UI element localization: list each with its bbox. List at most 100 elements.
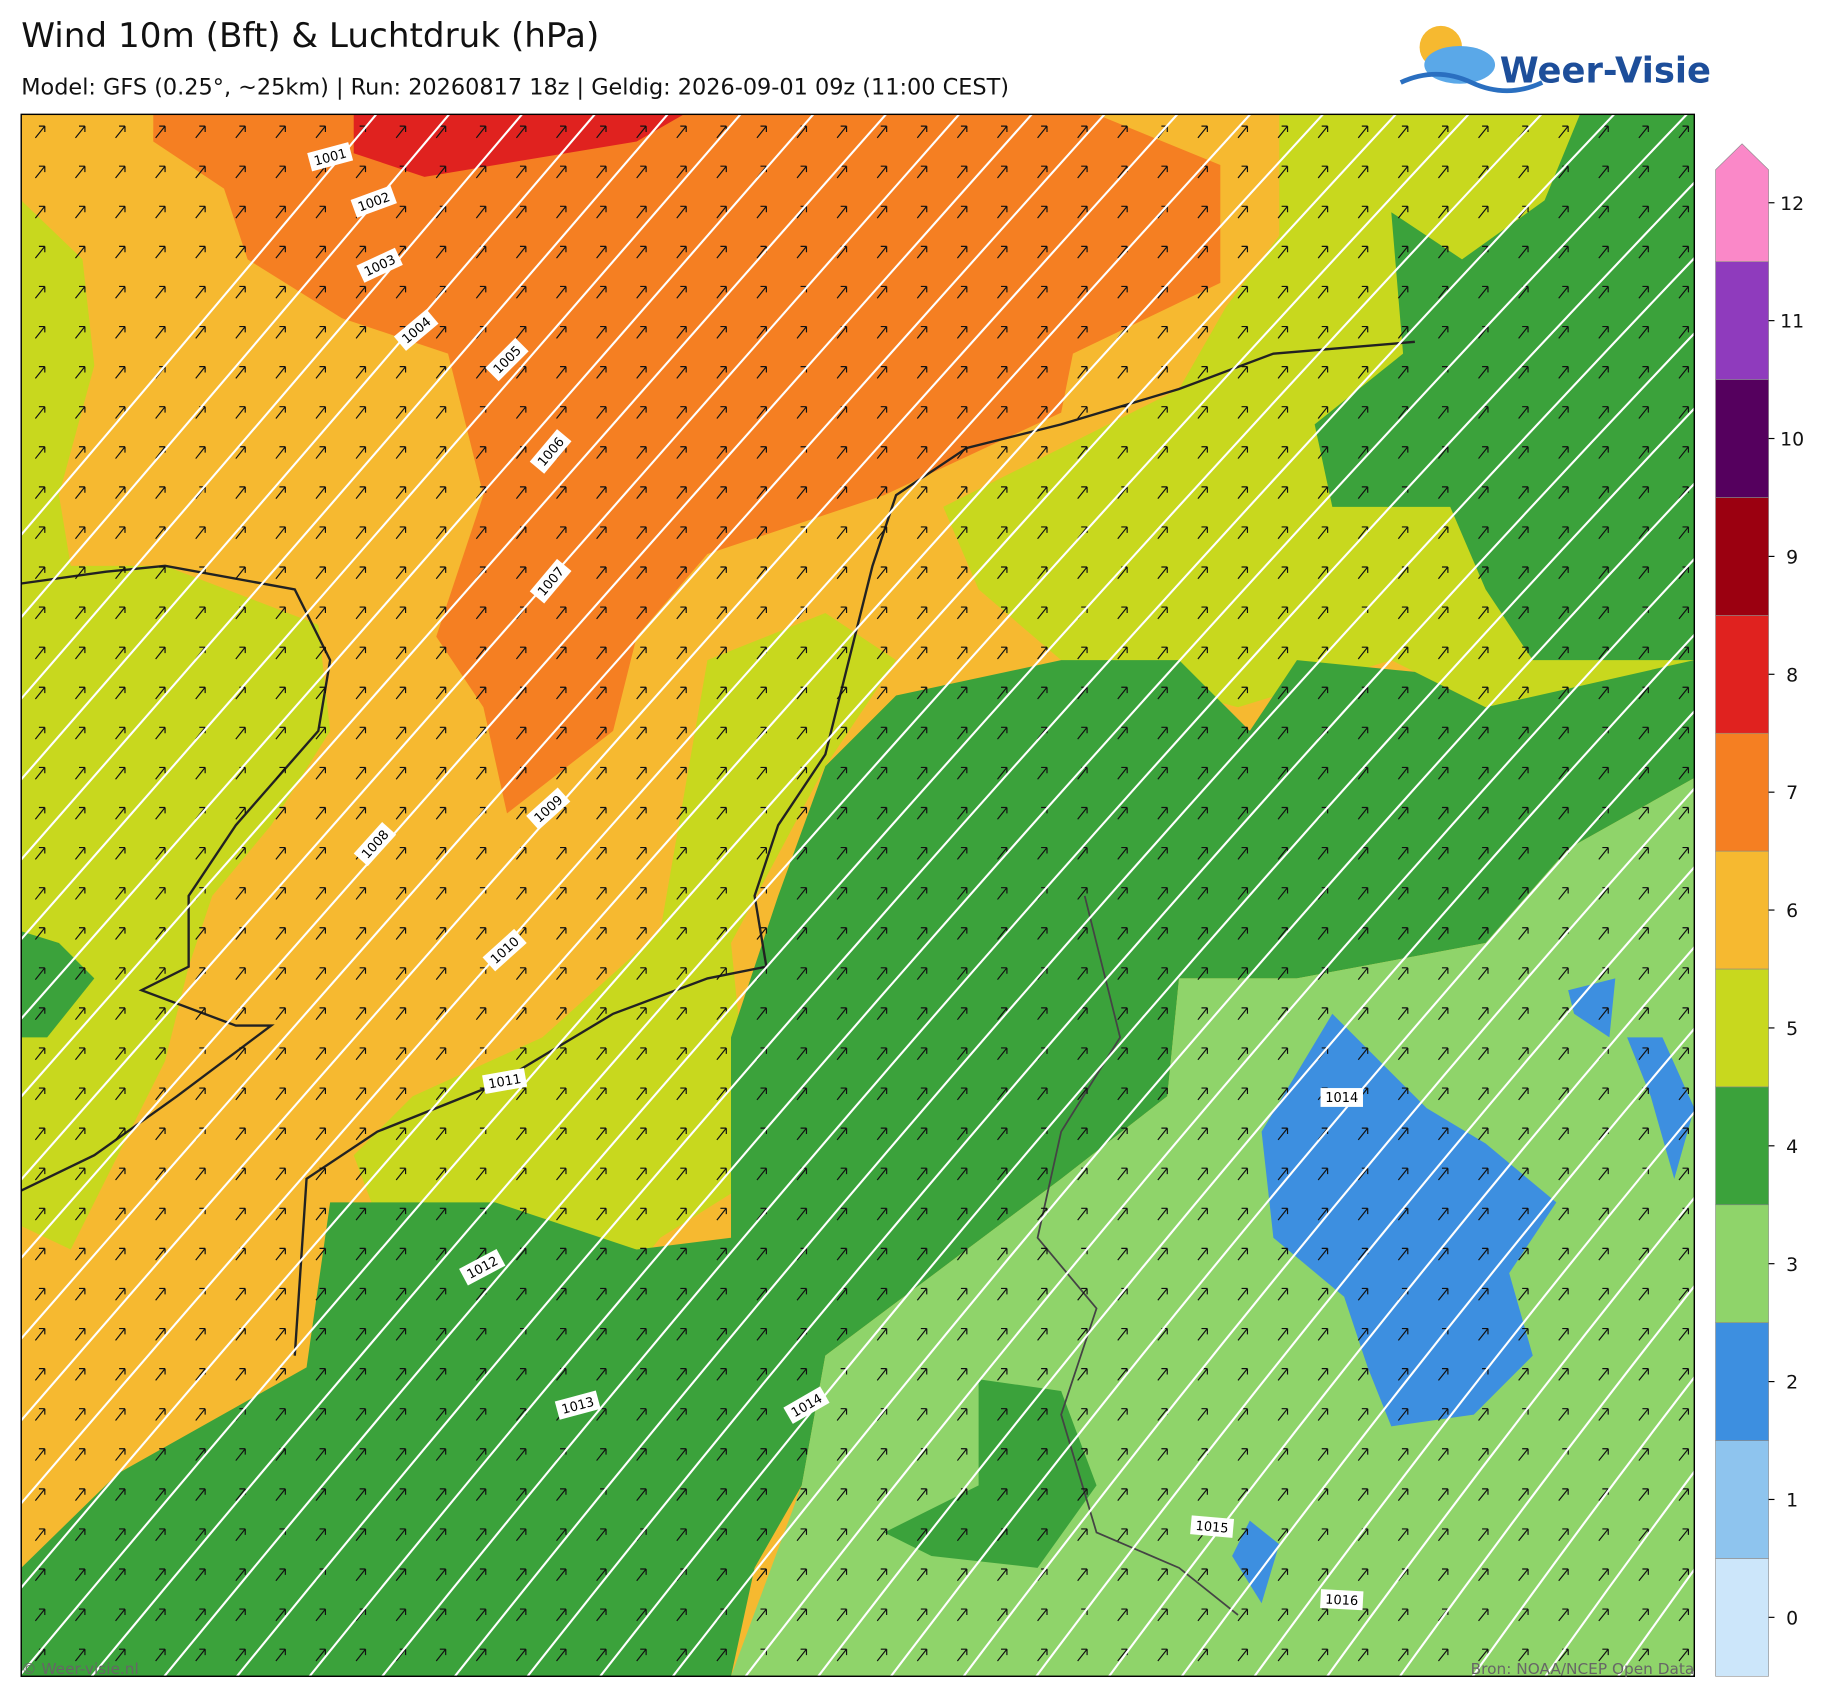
wind-arrow xyxy=(1357,806,1369,820)
wind-arrow xyxy=(1437,766,1449,780)
wind-arrow xyxy=(515,726,527,740)
wind-arrow xyxy=(1197,1007,1208,1021)
wind-arrow xyxy=(1397,446,1409,459)
wind-arrow xyxy=(1317,927,1329,940)
wind-arrow xyxy=(636,205,647,219)
wind-arrow xyxy=(876,1007,888,1021)
wind-arrow xyxy=(596,1047,607,1061)
wind-arrow xyxy=(275,125,286,139)
wind-arrow xyxy=(1357,887,1369,900)
wind-arrow xyxy=(1518,1488,1529,1502)
wind-arrow xyxy=(395,606,407,620)
wind-arrow xyxy=(355,1207,367,1221)
wind-arrow xyxy=(1558,446,1569,459)
wind-arrow xyxy=(475,1488,487,1502)
wind-arrow xyxy=(1478,1207,1489,1221)
colorbar-segment xyxy=(1715,1204,1769,1323)
isobar-line xyxy=(1035,865,1695,1677)
wind-arrow xyxy=(1678,1167,1689,1181)
wind-arrow xyxy=(1037,927,1048,940)
wind-arrow xyxy=(155,325,166,339)
isobar-line xyxy=(21,114,451,619)
wind-arrow xyxy=(315,1327,327,1341)
wind-arrow xyxy=(475,927,487,940)
wind-arrow xyxy=(836,205,848,219)
wind-arrow xyxy=(956,285,968,299)
wind-arrow xyxy=(796,486,808,500)
wind-arrow xyxy=(34,927,46,940)
wind-arrow xyxy=(155,1608,166,1622)
wind-arrow xyxy=(1397,165,1409,179)
wind-arrow xyxy=(155,125,166,139)
wind-arrow xyxy=(1077,285,1088,299)
wind-arrow xyxy=(74,1327,86,1341)
wind-arrow xyxy=(916,1047,928,1061)
wind-arrow xyxy=(1357,927,1369,940)
isobar-line xyxy=(90,114,1470,1677)
wind-arrow xyxy=(1157,1528,1168,1542)
wind-arrow xyxy=(515,1368,527,1381)
wind-arrow xyxy=(435,686,447,700)
wind-arrow xyxy=(115,325,126,339)
wind-arrow xyxy=(315,766,327,780)
wind-arrow xyxy=(716,165,727,179)
wind-arrow xyxy=(1518,245,1529,259)
wind-arrow xyxy=(1598,1568,1609,1582)
wind-arrow xyxy=(997,566,1008,580)
wind-arrow xyxy=(796,165,808,179)
wind-arrow xyxy=(676,927,687,940)
wind-arrow xyxy=(275,1247,286,1261)
wind-arrow xyxy=(275,806,286,820)
wind-arrow xyxy=(1037,526,1048,540)
wind-arrow xyxy=(315,1047,327,1061)
wind-arrow xyxy=(1357,486,1369,500)
wind-arrow xyxy=(355,806,367,820)
wind-arrow xyxy=(1117,726,1128,740)
wind-arrow xyxy=(1157,1287,1168,1301)
wind-arrow xyxy=(275,1167,286,1181)
wind-arrow xyxy=(596,1127,607,1141)
wind-arrow xyxy=(1037,1608,1048,1622)
wind-arrow xyxy=(916,1127,928,1141)
wind-arrow xyxy=(756,1528,767,1542)
wind-arrow xyxy=(1598,1007,1609,1021)
isobar-line xyxy=(526,331,1695,1677)
wind-arrow xyxy=(556,486,567,500)
wind-arrow xyxy=(997,1368,1008,1381)
wind-arrow xyxy=(34,1247,46,1261)
wind-arrow xyxy=(1037,1408,1048,1421)
wind-arrow xyxy=(275,325,286,339)
wind-arrow xyxy=(1357,165,1369,179)
wind-arrow xyxy=(836,1408,848,1421)
wind-arrow xyxy=(997,1448,1008,1461)
wind-arrow xyxy=(1157,1087,1168,1101)
wind-arrow xyxy=(1317,486,1329,500)
wind-arrow xyxy=(1518,1207,1529,1221)
wind-arrow xyxy=(34,686,46,700)
wind-arrow xyxy=(1678,1368,1689,1381)
wind-arrow xyxy=(1478,1448,1489,1461)
wind-arrow xyxy=(636,245,647,259)
wind-arrow xyxy=(1277,766,1289,780)
wind-arrow xyxy=(34,1368,46,1381)
wind-arrow xyxy=(1157,325,1168,339)
wind-arrow xyxy=(355,1287,367,1301)
wind-arrow xyxy=(1678,1608,1689,1622)
wind-arrow xyxy=(1558,285,1569,299)
wind-arrow xyxy=(515,325,527,339)
wind-arrow xyxy=(1077,205,1088,219)
wind-arrow xyxy=(1638,1007,1649,1021)
wind-arrow xyxy=(74,245,86,259)
wind-arrow xyxy=(1638,887,1649,900)
wind-arrow xyxy=(515,1568,527,1582)
wind-arrow xyxy=(475,1568,487,1582)
wind-arrow xyxy=(876,165,888,179)
wind-arrow xyxy=(34,646,46,660)
wind-arrow xyxy=(876,1207,888,1221)
wind-arrow xyxy=(1397,1007,1409,1021)
isobar-line xyxy=(21,114,1325,1590)
wind-arrow xyxy=(1157,245,1168,259)
wind-arrow xyxy=(1397,1608,1409,1622)
wind-arrow xyxy=(836,927,848,940)
wind-arrow xyxy=(1678,1087,1689,1101)
